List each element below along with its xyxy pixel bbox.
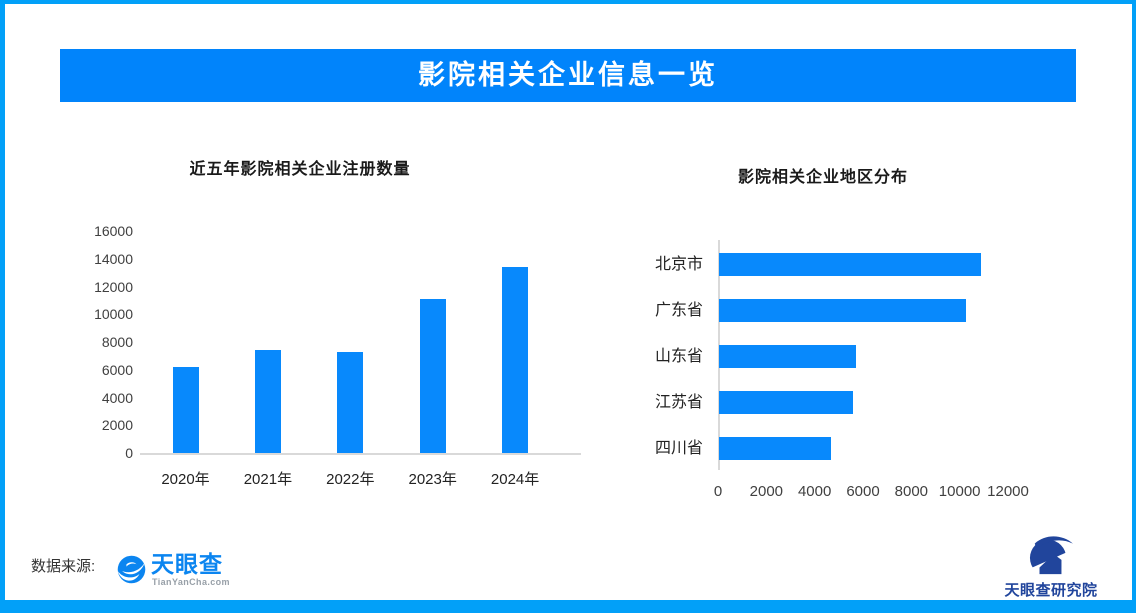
registrations-plot xyxy=(142,231,578,453)
registrations-y-axis: 0 2000 4000 6000 8000 10000 12000 14000 16000 xyxy=(39,223,133,461)
x-tick-label: 0 xyxy=(713,483,723,500)
tianyancha-logo-text: 天眼查 xyxy=(151,551,223,577)
data-source-label: 数据来源: xyxy=(31,558,96,575)
registration-bar xyxy=(502,267,529,453)
registrations-axis-line xyxy=(140,453,581,455)
tianyancha-domain-text: TianYanCha.com xyxy=(152,577,230,587)
y-tick-label: 14000 xyxy=(94,250,133,267)
region-bar xyxy=(719,436,831,460)
region-label: 江苏省 xyxy=(654,393,703,411)
y-tick-label: 16000 xyxy=(94,223,133,239)
region-x-axis: 0 2000 4000 6000 8000 10000 12000 xyxy=(625,482,1085,502)
registration-bar xyxy=(337,352,364,453)
y-tick-label: 0 xyxy=(125,445,133,461)
region-bar xyxy=(719,344,856,368)
region-chart-rows: 北京市广东省山东省江苏省四川省 xyxy=(625,249,1065,479)
x-tick-label: 10000 xyxy=(938,483,981,500)
y-tick-label: 2000 xyxy=(101,417,133,434)
research-institute-text: 天眼查研究院 xyxy=(1004,582,1098,599)
region-label: 山东省 xyxy=(654,347,703,365)
region-bar xyxy=(719,390,853,414)
tianyancha-logo: 天眼查 TianYanCha.com xyxy=(117,552,247,592)
region-label: 北京市 xyxy=(654,256,703,273)
eye-swirl-icon xyxy=(117,555,146,584)
regions-axis-line xyxy=(718,240,720,470)
x-tick-label: 8000 xyxy=(894,483,929,500)
registration-bar xyxy=(172,367,199,453)
registrations-x-axis: 2020年 2021年 2022年 2023年 2024年 xyxy=(142,470,578,492)
y-tick-label: 8000 xyxy=(101,334,133,350)
swoosh-house-icon xyxy=(1028,536,1073,577)
y-tick-label: 4000 xyxy=(101,389,133,406)
regions-chart-title: 影院相关企业地区分布 xyxy=(737,169,908,186)
x-tick-label: 6000 xyxy=(846,483,880,500)
registration-bar xyxy=(419,299,446,453)
region-label: 四川省 xyxy=(654,439,703,457)
research-institute-logo: 天眼查研究院 xyxy=(1001,535,1101,599)
x-category-label: 2020年 xyxy=(161,471,210,488)
registrations-chart-title: 近五年影院相关企业注册数量 xyxy=(189,161,411,178)
y-tick-label: 10000 xyxy=(94,306,133,323)
x-tick-label: 4000 xyxy=(797,483,832,500)
region-bar xyxy=(719,298,966,322)
page-title: 影院相关企业信息一览 xyxy=(60,49,1076,102)
x-category-label: 2022年 xyxy=(326,471,375,488)
x-tick-label: 2000 xyxy=(749,483,784,500)
x-tick-label: 12000 xyxy=(987,483,1029,500)
y-tick-label: 12000 xyxy=(94,278,133,295)
y-tick-label: 6000 xyxy=(101,361,133,378)
x-category-label: 2023年 xyxy=(408,471,457,488)
x-category-label: 2024年 xyxy=(490,471,540,488)
region-label: 广东省 xyxy=(654,301,703,319)
x-category-label: 2021年 xyxy=(243,471,293,488)
registration-bar xyxy=(254,350,281,453)
region-bar xyxy=(719,253,981,276)
